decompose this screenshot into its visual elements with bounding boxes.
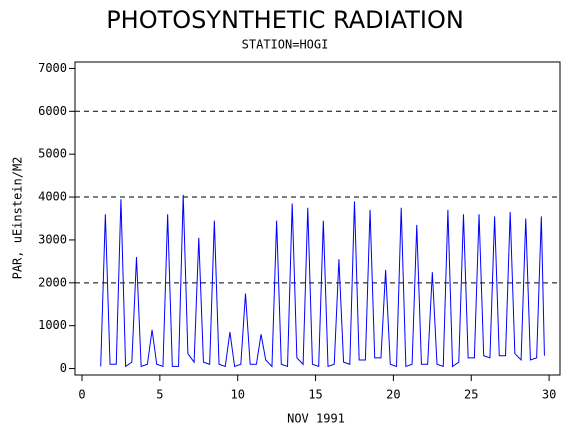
chart-subtitle: STATION=HOGI (242, 38, 329, 52)
y-axis-label: PAR, uEinstein/M2 (11, 157, 25, 280)
x-tick-label: 10 (230, 388, 244, 402)
plot-frame (74, 61, 561, 376)
y-tick-label: 5000 (38, 147, 67, 161)
y-tick-label: 4000 (38, 190, 67, 204)
y-tick-label: 7000 (38, 61, 67, 75)
y-tick-label: 2000 (38, 275, 67, 289)
x-tick-label: 5 (156, 388, 163, 402)
data-line (100, 194, 545, 368)
y-tick-label: 6000 (38, 104, 67, 118)
y-tick-label: 1000 (38, 318, 67, 332)
x-tick-label: 15 (308, 388, 322, 402)
x-tick-label: 25 (464, 388, 478, 402)
x-tick-label: 0 (78, 388, 85, 402)
chart-title: PHOTOSYNTHETIC RADIATION (106, 6, 464, 34)
y-tick-label: 3000 (38, 232, 67, 246)
x-tick-label: 20 (386, 388, 400, 402)
x-tick-label: 30 (542, 388, 556, 402)
y-tick-label: 0 (60, 361, 67, 375)
x-axis-label: NOV 1991 (287, 412, 345, 426)
